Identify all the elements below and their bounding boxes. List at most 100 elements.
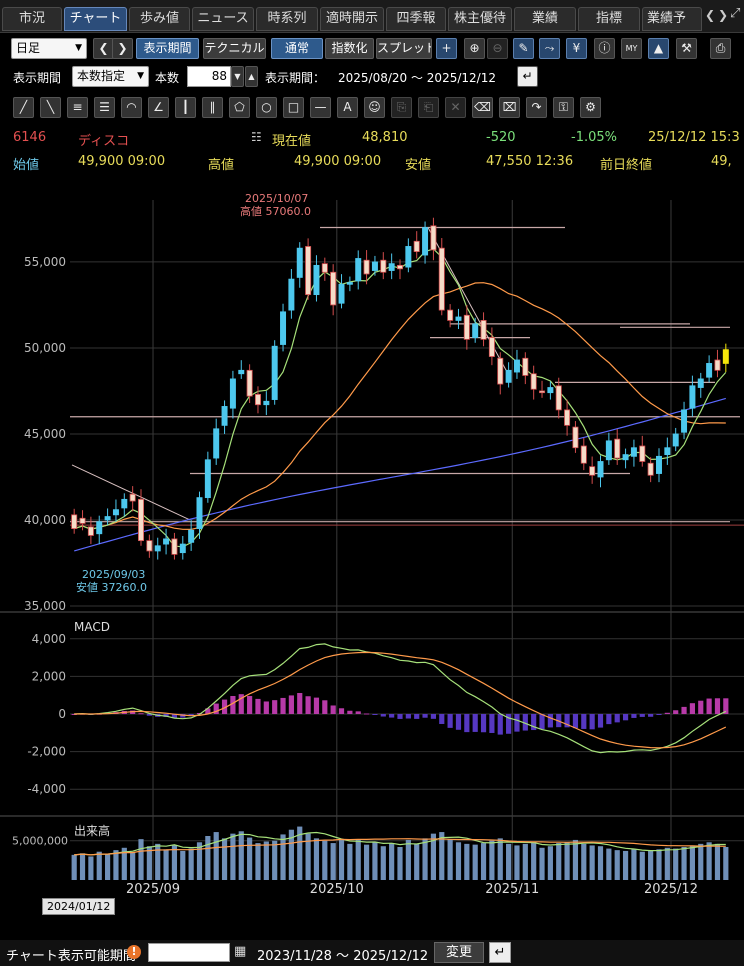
index-button[interactable]: 指数化 bbox=[325, 38, 374, 59]
period-select[interactable]: 日足 ▼ bbox=[11, 38, 87, 59]
change-value: -520 bbox=[486, 130, 516, 145]
technical-button[interactable]: テクニカル bbox=[203, 38, 266, 59]
eraser-tool-icon[interactable]: ⌫ bbox=[472, 97, 493, 118]
macd-histogram-bar bbox=[313, 697, 320, 714]
count-down-icon[interactable]: ▼ bbox=[231, 66, 244, 87]
ruler-tool-icon[interactable]: ╲ bbox=[40, 97, 61, 118]
zoom-in-icon[interactable]: ⊕ bbox=[464, 38, 485, 59]
count-input[interactable]: 88 bbox=[187, 66, 231, 87]
calendar-icon[interactable]: ▦ bbox=[234, 944, 247, 959]
area-chart-icon[interactable]: ▲ bbox=[648, 38, 669, 59]
text-tool-icon[interactable]: A bbox=[337, 97, 358, 118]
hlines-tool-icon[interactable]: ≡ bbox=[67, 97, 88, 118]
tab-ticks[interactable]: 歩み値 bbox=[129, 7, 190, 31]
date-input[interactable] bbox=[148, 943, 230, 962]
macd-histogram-bar bbox=[163, 714, 169, 717]
volume-bar bbox=[146, 846, 152, 880]
candle bbox=[630, 447, 637, 457]
line-tool-icon[interactable]: ╱ bbox=[13, 97, 34, 118]
count-mode-select[interactable]: 本数指定 ▼ bbox=[72, 66, 149, 87]
next-arrow-icon[interactable]: ❯ bbox=[112, 38, 133, 59]
volume-bar bbox=[205, 836, 211, 880]
info-icon[interactable]: ⓘ bbox=[594, 38, 615, 59]
lock-tool-icon[interactable]: ⚿ bbox=[553, 97, 574, 118]
tab-disclosure[interactable]: 適時開示 bbox=[320, 7, 384, 31]
trend-icon[interactable]: ⤳ bbox=[539, 38, 560, 59]
stock-name: ディスコ bbox=[78, 134, 130, 149]
volume-bar bbox=[531, 841, 537, 880]
paste-tool-icon[interactable]: ⎗ bbox=[418, 97, 439, 118]
tab-scroll-right-icon[interactable]: ❯ bbox=[718, 8, 729, 22]
tab-earnings[interactable]: 業績 bbox=[514, 7, 576, 31]
count-up-icon[interactable]: ▲ bbox=[245, 66, 258, 87]
volume-bar bbox=[589, 845, 595, 880]
fan-tool-icon[interactable]: ∠ bbox=[148, 97, 169, 118]
change-button[interactable]: 変更 bbox=[434, 942, 484, 963]
expand-icon[interactable]: ⤢ bbox=[730, 6, 741, 21]
rect-tool-icon[interactable]: □ bbox=[283, 97, 304, 118]
macd-histogram-bar bbox=[363, 713, 370, 715]
volume-bar bbox=[213, 832, 219, 880]
undo-icon[interactable]: ↵ bbox=[517, 66, 538, 87]
tab-news[interactable]: ニュース bbox=[192, 7, 254, 31]
channel-tool-icon[interactable]: ∥ bbox=[202, 97, 223, 118]
stock-chart[interactable]: 55,000 50,000 45,000 40,000 35,000 2025/10/07… bbox=[0, 186, 744, 911]
macd-histogram-bar bbox=[380, 714, 386, 717]
smiley-tool-icon[interactable]: ☺ bbox=[364, 97, 385, 118]
display-period-button[interactable]: 表示期間 bbox=[136, 38, 199, 59]
macd-histogram-bar bbox=[631, 714, 637, 718]
delete-tool-icon[interactable]: ✕ bbox=[445, 97, 466, 118]
low-annotation-label: 安値 37260.0 bbox=[76, 580, 147, 594]
zoom-out-icon[interactable]: ⊖ bbox=[487, 38, 508, 59]
normal-button[interactable]: 通常 bbox=[271, 38, 323, 59]
volume-bar bbox=[171, 845, 178, 880]
reset-icon[interactable]: ↵ bbox=[489, 942, 511, 963]
candle bbox=[689, 385, 696, 409]
pentagon-tool-icon[interactable]: ⬠ bbox=[229, 97, 250, 118]
volume-bar bbox=[288, 829, 294, 880]
candle bbox=[605, 440, 612, 461]
quote-datetime: 25/12/12 15:3 bbox=[648, 130, 740, 145]
candle bbox=[430, 225, 437, 251]
tab-benefits[interactable]: 株主優待 bbox=[448, 7, 512, 31]
add-icon[interactable]: + bbox=[436, 38, 457, 59]
yen-icon[interactable]: ¥ bbox=[566, 38, 587, 59]
wrench-icon[interactable]: ⚒ bbox=[676, 38, 697, 59]
volume-bar bbox=[522, 843, 528, 880]
my-icon[interactable]: MY bbox=[621, 38, 642, 59]
tab-shikiho[interactable]: 四季報 bbox=[386, 7, 446, 31]
tab-scroll-left-icon[interactable]: ❮ bbox=[705, 8, 716, 22]
tab-timeseries[interactable]: 時系列 bbox=[256, 7, 318, 31]
price-tick-label: 35,000 bbox=[24, 599, 66, 613]
eraser-all-tool-icon[interactable]: ⌧ bbox=[499, 97, 520, 118]
macd-histogram-bar bbox=[263, 701, 269, 714]
volume-bar bbox=[606, 848, 612, 880]
hline-tool-icon[interactable]: — bbox=[310, 97, 331, 118]
candle bbox=[171, 538, 178, 555]
print-icon[interactable]: ⎙ bbox=[710, 38, 731, 59]
copy-tool-icon[interactable]: ⎘ bbox=[391, 97, 412, 118]
warning-icon[interactable]: ! bbox=[127, 945, 141, 959]
fib-tool-icon[interactable]: ☰ bbox=[94, 97, 115, 118]
prev-arrow-icon[interactable]: ❮ bbox=[93, 38, 114, 59]
circle-tool-icon[interactable]: ○ bbox=[256, 97, 277, 118]
candle bbox=[547, 387, 554, 394]
tab-chart[interactable]: チャート bbox=[64, 7, 127, 31]
vlines-tool-icon[interactable]: ┃ bbox=[175, 97, 196, 118]
volume-bar bbox=[489, 840, 495, 880]
macd-histogram-bar bbox=[581, 714, 587, 729]
redo-tool-icon[interactable]: ↷ bbox=[526, 97, 547, 118]
ma-mid-line bbox=[74, 282, 726, 531]
arc-tool-icon[interactable]: ◠ bbox=[121, 97, 142, 118]
tab-forecast[interactable]: 業績予 bbox=[642, 7, 702, 31]
volume-bar bbox=[698, 843, 704, 880]
macd-histogram-bar bbox=[205, 708, 211, 714]
pen-icon[interactable]: ✎ bbox=[513, 38, 534, 59]
macd-line bbox=[74, 643, 727, 754]
tab-indicators[interactable]: 指標 bbox=[578, 7, 640, 31]
settings-tool-icon[interactable]: ⚙ bbox=[580, 97, 601, 118]
spread-button[interactable]: スプレッド bbox=[376, 38, 432, 59]
volume-bar bbox=[422, 838, 428, 880]
doc-icon[interactable]: ☷ bbox=[251, 130, 262, 144]
tab-market[interactable]: 市況 bbox=[2, 7, 62, 31]
